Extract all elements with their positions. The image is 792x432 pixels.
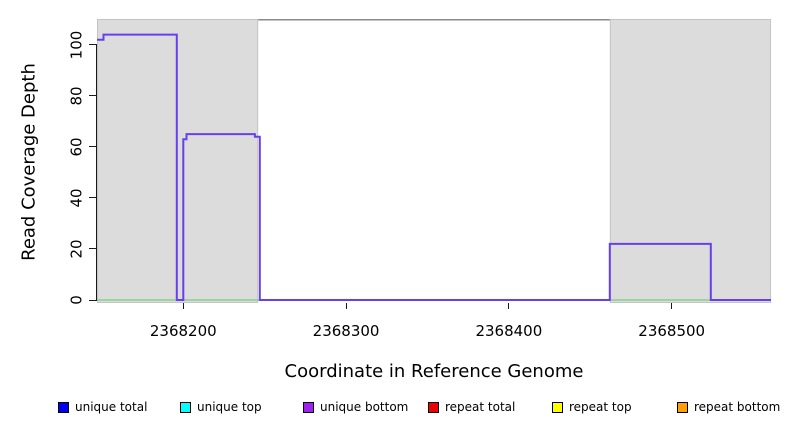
x-tick xyxy=(508,303,510,309)
x-tick-label: 2368500 xyxy=(638,322,706,340)
x-tick-label: 2368200 xyxy=(149,322,217,340)
x-tick xyxy=(345,303,347,309)
y-tick-label: 100 xyxy=(67,30,86,60)
x-axis-label: Coordinate in Reference Genome xyxy=(284,361,584,382)
y-tick xyxy=(89,44,96,46)
legend: unique total unique top unique bottom repea… xyxy=(0,398,792,420)
y-tick-label: 0 xyxy=(67,295,86,305)
legend-item-label: repeat bottom xyxy=(694,400,781,414)
y-tick-label: 20 xyxy=(67,239,86,259)
y-tick-label: 60 xyxy=(67,137,86,157)
legend-swatch-icon xyxy=(58,402,69,413)
y-axis-line xyxy=(96,44,97,301)
legend-swatch-icon xyxy=(552,402,563,413)
legend-swatch-icon xyxy=(677,402,688,413)
y-tick xyxy=(89,197,96,199)
x-tick xyxy=(182,303,184,309)
plot-area xyxy=(97,19,771,303)
y-tick xyxy=(89,146,96,148)
y-axis-label: Read Coverage Depth xyxy=(18,63,40,261)
legend-swatch-icon xyxy=(303,402,314,413)
x-tick xyxy=(671,303,673,309)
y-tick xyxy=(89,248,96,250)
legend-item-label: unique top xyxy=(197,400,262,414)
repeat-region xyxy=(609,19,771,303)
legend-item-label: repeat top xyxy=(569,400,632,414)
y-tick-label: 40 xyxy=(67,188,86,208)
series-coverage-depth-unique-bottom-total- xyxy=(97,33,771,301)
legend-item-label: unique bottom xyxy=(320,400,409,414)
y-tick-label: 80 xyxy=(67,86,86,106)
legend-item-label: unique total xyxy=(75,400,148,414)
legend-item-label: repeat total xyxy=(445,400,516,414)
y-tick xyxy=(89,299,96,301)
y-tick xyxy=(89,95,96,97)
legend-swatch-icon xyxy=(180,402,191,413)
x-tick-label: 2368300 xyxy=(312,322,380,340)
x-tick-label: 2368400 xyxy=(475,322,543,340)
legend-swatch-icon xyxy=(428,402,439,413)
